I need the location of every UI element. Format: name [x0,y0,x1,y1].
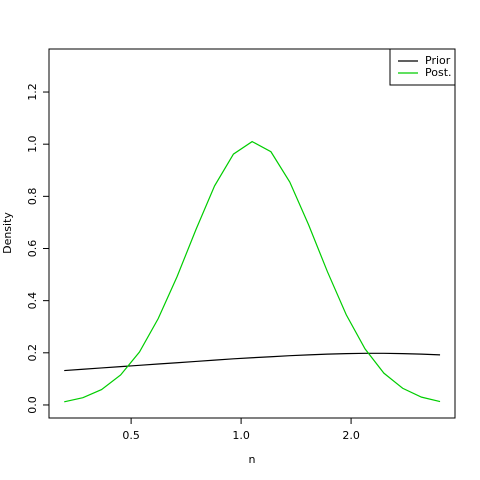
y-tick-label: 0.6 [26,240,39,257]
y-tick-label: 0.8 [26,188,39,206]
x-tick-label: 1.0 [232,429,250,442]
y-tick-label: 0.0 [26,396,39,414]
x-tick-label: 0.5 [122,429,140,442]
y-tick-label: 1.0 [26,135,39,153]
y-tick-label: 1.2 [26,83,39,101]
x-tick-label: 2.0 [342,429,360,442]
plot-frame [48,48,456,419]
x-axis-label: n [249,453,256,466]
legend-label: Post. [425,66,452,79]
y-tick-label: 0.2 [26,344,39,362]
legend-box [389,48,456,86]
series-line [64,352,441,372]
series-line [64,140,441,403]
y-tick-label: 0.4 [26,292,39,310]
legend-label: Prior [425,54,451,67]
y-axis-label: Density [1,212,14,254]
